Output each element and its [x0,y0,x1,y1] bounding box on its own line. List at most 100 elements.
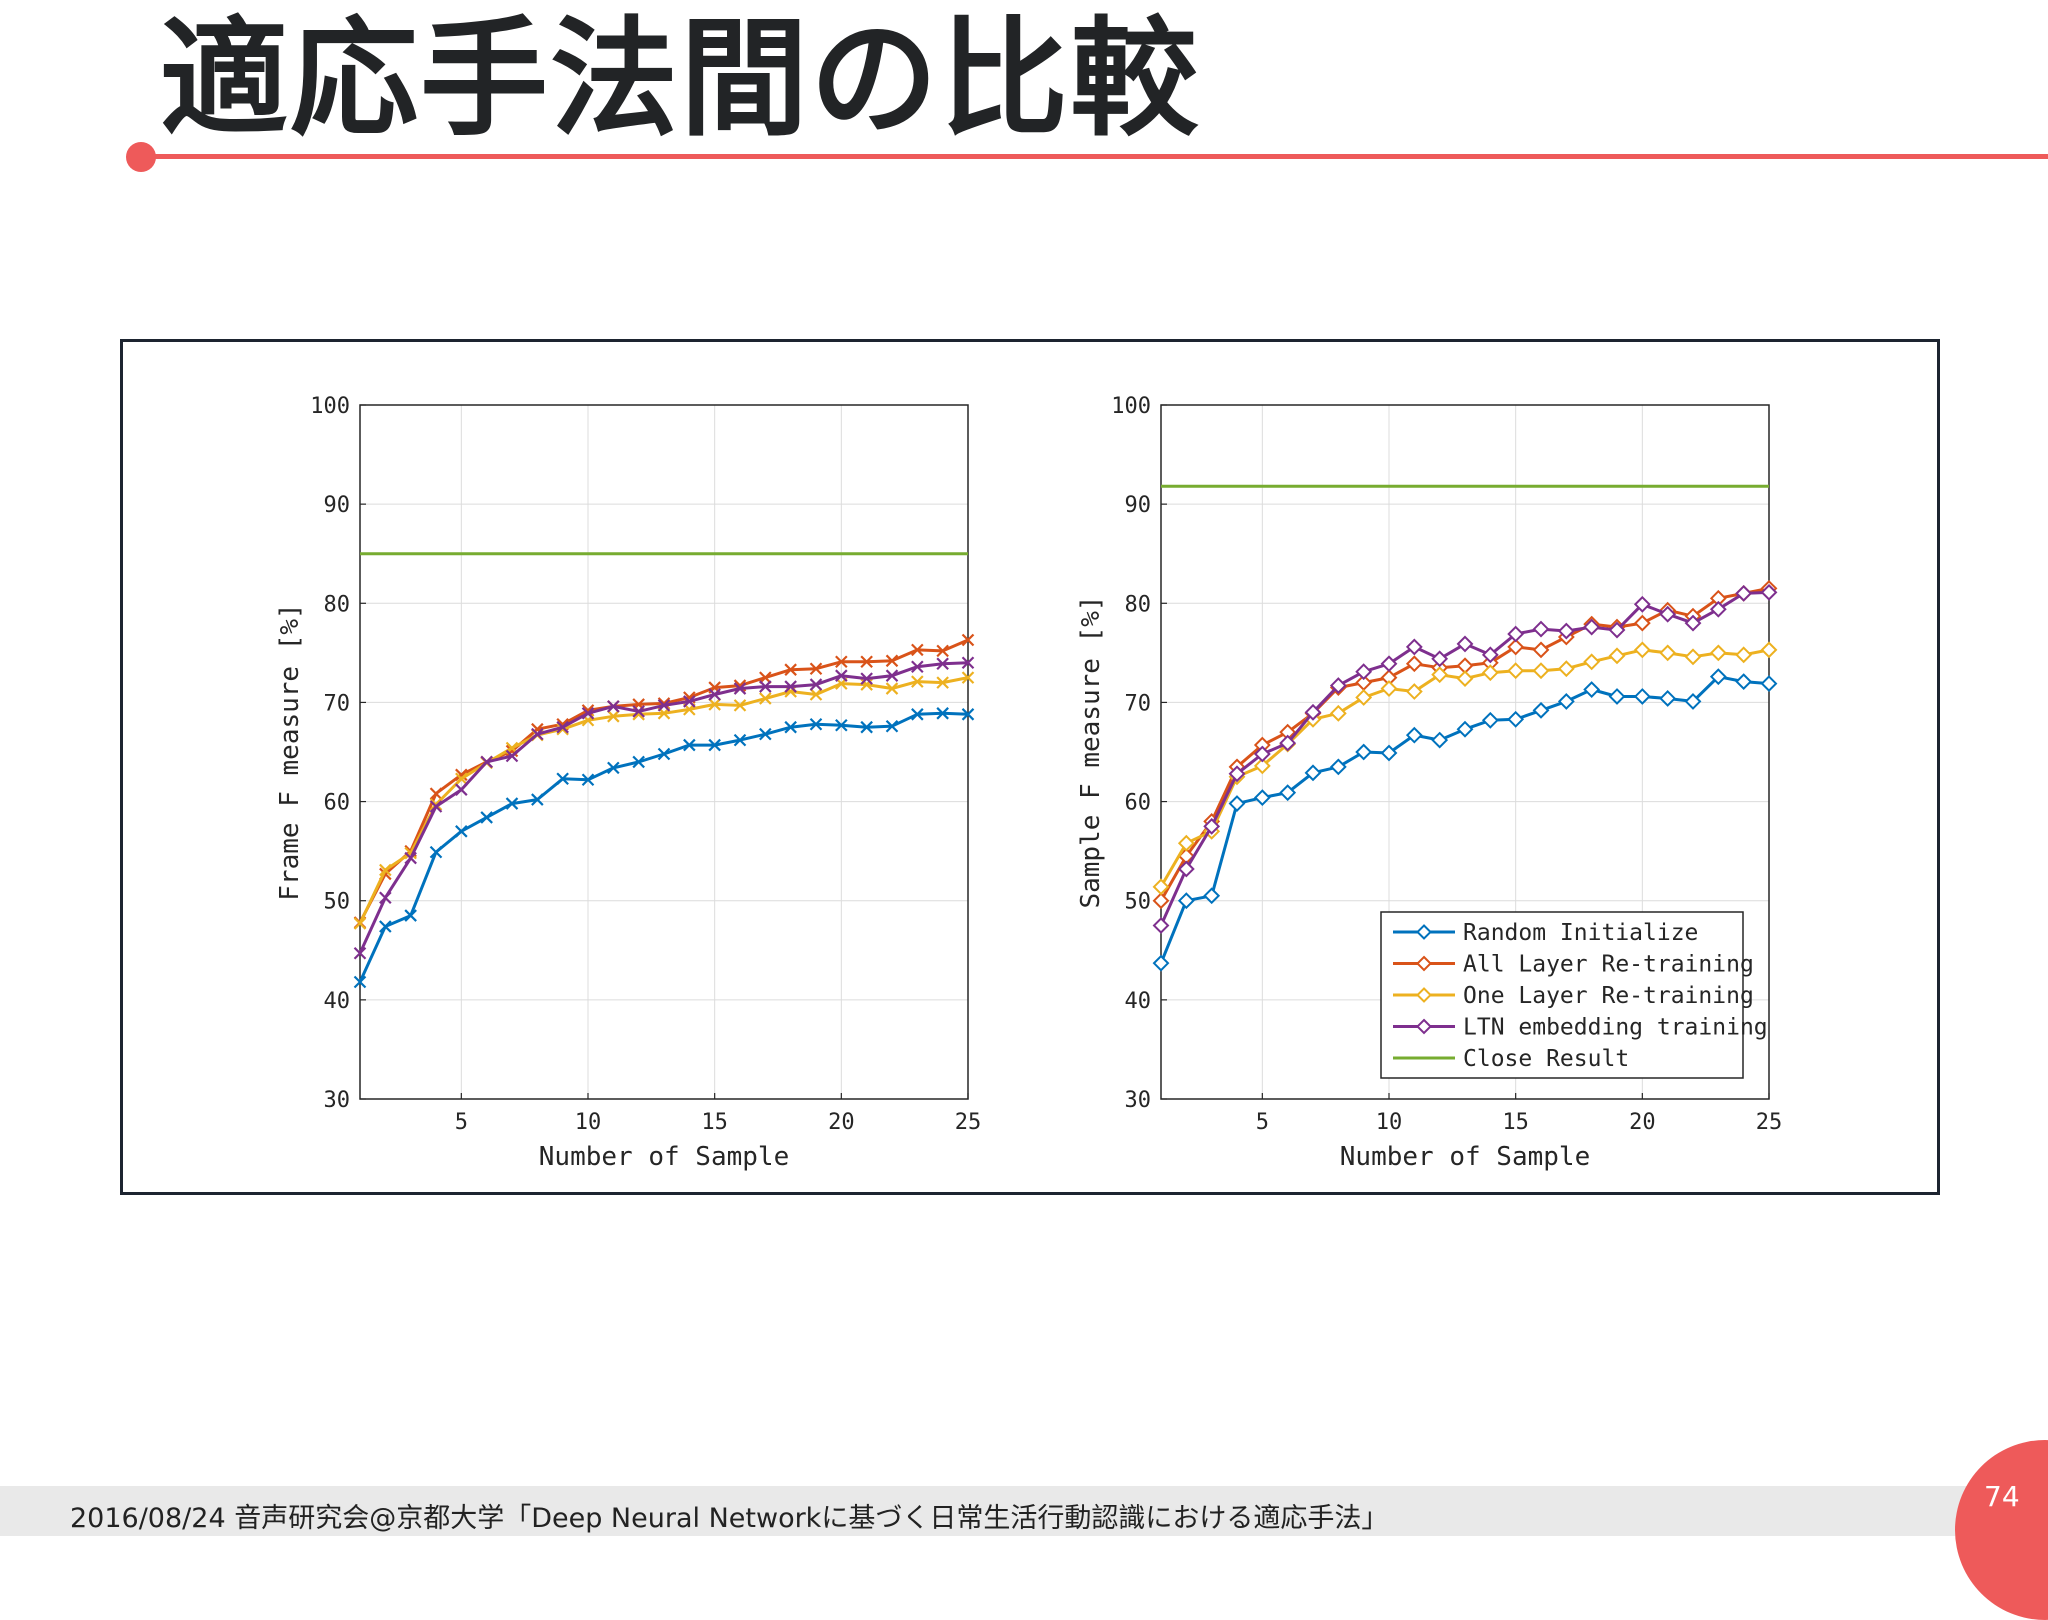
legend-label: LTN embedding training [1463,1015,1768,1041]
data-point [1228,765,1246,783]
data-point [379,891,392,905]
data-point [657,699,671,712]
x-axis-label: Number of Sample [1340,1142,1590,1172]
data-point [1456,635,1474,653]
data-point [1431,650,1449,668]
y-axis-label: Frame F measure [%] [275,603,305,900]
y-tick-label: 100 [1111,394,1151,419]
data-point [1431,666,1449,684]
data-point [1659,644,1677,662]
data-point [1608,647,1626,665]
data-point [1507,662,1525,680]
data-point [1177,892,1195,910]
data-point [911,675,924,688]
data-point [1709,668,1727,686]
legend-label: All Layer Re-training [1463,952,1754,978]
data-point [455,825,468,838]
y-tick-label: 50 [324,890,351,915]
y-tick-label: 60 [324,791,351,816]
data-point [784,680,797,693]
data-point [1532,641,1550,659]
data-point [379,863,392,877]
axes-box [359,404,969,1100]
data-point [607,710,620,723]
data-point [1177,860,1195,878]
y-tick-label: 70 [324,691,351,716]
data-point [1735,646,1753,664]
x-tick-label: 10 [575,1110,602,1135]
legend-marker [1416,955,1432,972]
data-point [961,633,975,647]
data-point [961,656,975,670]
plot-area [360,405,968,1099]
footer-text: 2016/08/24 音声研究会@京都大学「Deep Neural Networ… [70,1503,1389,1534]
data-point [1329,677,1347,694]
data-point [1608,621,1626,639]
data-point [708,698,721,711]
data-point [1152,917,1170,934]
data-point [657,747,671,761]
data-point [835,669,848,682]
data-point [429,798,443,811]
data-point [936,644,949,658]
data-point [708,688,721,701]
data-point [1203,817,1221,835]
y-tick-label: 40 [324,989,351,1014]
data-point [1405,683,1423,700]
data-point [1735,584,1753,602]
data-point [1380,680,1398,697]
data-point [607,700,620,713]
data-point [1253,789,1271,807]
data-point [1177,834,1195,852]
data-point [708,738,721,752]
x-tick-label: 25 [1756,1110,1783,1135]
chart-2: 30 40 50 60 70 80 90 100 5 10 15 20 25 Number of Samp… [1076,394,1782,1172]
data-point [1481,711,1499,729]
data-point [1557,693,1575,710]
data-point [353,975,367,989]
data-point [936,657,949,671]
data-point [404,851,417,865]
data-point [1431,731,1449,749]
legend-label: Random Initialize [1463,920,1698,946]
data-point [1203,887,1221,905]
footer-bar [0,1486,2048,1536]
data-point [1329,758,1347,776]
data-point [1228,795,1246,812]
data-point [607,761,620,775]
data-point [480,755,493,769]
data-point [1532,701,1550,719]
data-point [632,755,645,769]
x-tick-label: 25 [955,1110,982,1135]
title-bullet-dot [126,142,156,172]
legend-marker [1416,1018,1432,1035]
data-point [835,655,848,669]
data-point [1405,726,1423,744]
data-point [1481,664,1499,682]
figure-frame: 30 40 50 60 70 80 90 100 5 10 15 20 25 Number of Samp… [120,339,1940,1195]
x-tick-label: 5 [1256,1110,1269,1135]
data-point [1355,663,1373,681]
data-point [1684,693,1702,710]
data-point [683,695,696,708]
data-point [404,909,417,922]
data-point [885,719,899,733]
data-point [733,682,747,695]
data-point [556,772,569,786]
data-point [1152,954,1170,972]
data-point [759,727,772,741]
chart-1: 30 40 50 60 70 80 90 100 5 10 15 20 25 Number of Samp… [275,394,981,1172]
data-point [1355,743,1373,761]
data-point [759,680,772,693]
data-point [1253,757,1271,775]
data-point [1760,583,1778,601]
legend-label: Close Result [1463,1046,1629,1072]
data-point [961,671,975,684]
data-point [733,699,747,712]
data-point [1557,622,1575,640]
data-point [1633,614,1651,632]
data-point [911,643,924,657]
legend-label: One Layer Re-training [1463,983,1754,1009]
data-point [733,733,747,747]
data-point [1583,618,1601,636]
